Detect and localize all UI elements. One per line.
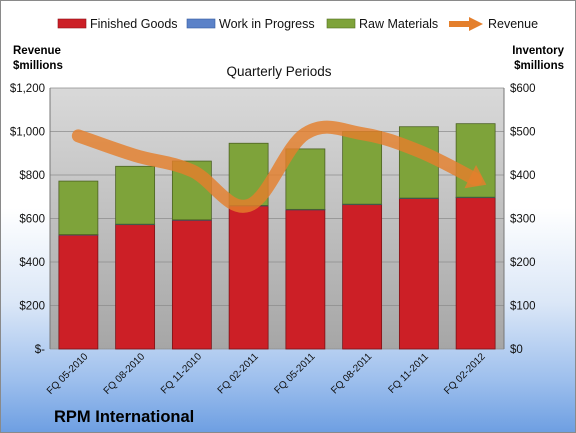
- x-axis-ticks: FQ 05-2010 FQ 08-2010 FQ 11-2010 FQ 02-2011…: [45, 351, 488, 397]
- left-tick-label: $1,000: [10, 127, 45, 139]
- bar-finished-goods-fq-02-2012: [455, 197, 496, 350]
- bar-finished-goods-fq-11-2011: [398, 198, 439, 350]
- right-tick-label: $400: [510, 170, 536, 182]
- x-tick-label: FQ 05-2011: [273, 351, 318, 396]
- bar-finished-goods-fq-11-2010: [171, 219, 212, 350]
- legend-swatch-finished-goods: [57, 18, 87, 29]
- left-tick-label: $400: [19, 257, 45, 269]
- left-tick-label: $800: [19, 170, 45, 182]
- left-tick-label: $600: [19, 214, 45, 226]
- bar-raw-materials-fq-08-2011: [342, 131, 383, 205]
- revenue-arrow-head: [464, 165, 487, 189]
- left-tick-label: $-: [35, 344, 45, 356]
- x-tick-label: FQ 02-2011: [216, 351, 261, 396]
- left-axis-title-line-2: $millions: [13, 60, 63, 72]
- x-tick-label: FQ 11-2010: [159, 351, 204, 396]
- bar-raw-materials-fq-08-2010: [115, 165, 156, 225]
- x-tick-label: FQ 11-2011: [387, 351, 432, 396]
- right-tick-label: $200: [510, 257, 536, 269]
- legend-swatch-work-in-progress: [186, 18, 216, 29]
- bar-raw-materials-fq-05-2011: [285, 148, 326, 210]
- right-tick-label: $0: [510, 344, 523, 356]
- bar-finished-goods-fq-02-2011: [228, 205, 269, 350]
- left-tick-label: $200: [19, 301, 45, 313]
- legend-item-work-in-progress[interactable]: Work in Progress: [186, 17, 315, 31]
- left-axis-ticks: $- $200 $400 $600 $800 $1,000 $1,200: [10, 83, 45, 356]
- revenue-line: [71, 120, 483, 213]
- right-tick-label: $100: [510, 301, 536, 313]
- legend-label-revenue: Revenue: [488, 17, 538, 31]
- bar-finished-goods-fq-08-2011: [342, 204, 383, 350]
- left-tick-label: $1,200: [10, 83, 45, 95]
- x-tick-label: FQ 08-2011: [329, 351, 374, 396]
- bar-finished-goods-fq-05-2010: [58, 234, 99, 350]
- legend-label-raw-materials: Raw Materials: [359, 17, 438, 31]
- chart-title: Quarterly Periods: [226, 64, 331, 79]
- right-axis-title-line-2: $millions: [514, 60, 564, 72]
- legend-arrow-head: [469, 17, 483, 31]
- bar-finished-goods-fq-08-2010: [115, 224, 156, 350]
- legend: Finished Goods Work in Progress Raw Mate…: [57, 17, 538, 31]
- legend-item-raw-materials[interactable]: Raw Materials: [326, 17, 438, 31]
- legend-item-finished-goods[interactable]: Finished Goods: [57, 17, 178, 31]
- right-tick-label: $500: [510, 127, 536, 139]
- x-tick-label: FQ 02-2012: [442, 351, 488, 397]
- legend-item-revenue[interactable]: Revenue: [449, 17, 538, 31]
- right-axis-ticks: $0 $100 $200 $300 $400 $500 $600: [510, 83, 536, 356]
- revenue-line-series: [71, 120, 487, 213]
- company-name: RPM International: [54, 408, 194, 426]
- x-tick-label: FQ 05-2010: [45, 351, 91, 397]
- right-axis-title-line-1: Inventory: [512, 45, 564, 57]
- bar-raw-materials-fq-05-2010: [58, 180, 99, 235]
- legend-label-finished-goods: Finished Goods: [90, 17, 178, 31]
- legend-label-work-in-progress: Work in Progress: [219, 17, 315, 31]
- bar-finished-goods-fq-05-2011: [285, 209, 326, 350]
- left-axis-title-line-1: Revenue: [13, 45, 61, 57]
- right-tick-label: $600: [510, 83, 536, 95]
- x-tick-label: FQ 08-2010: [102, 351, 148, 397]
- legend-swatch-raw-materials: [326, 18, 356, 29]
- right-tick-label: $300: [510, 214, 536, 226]
